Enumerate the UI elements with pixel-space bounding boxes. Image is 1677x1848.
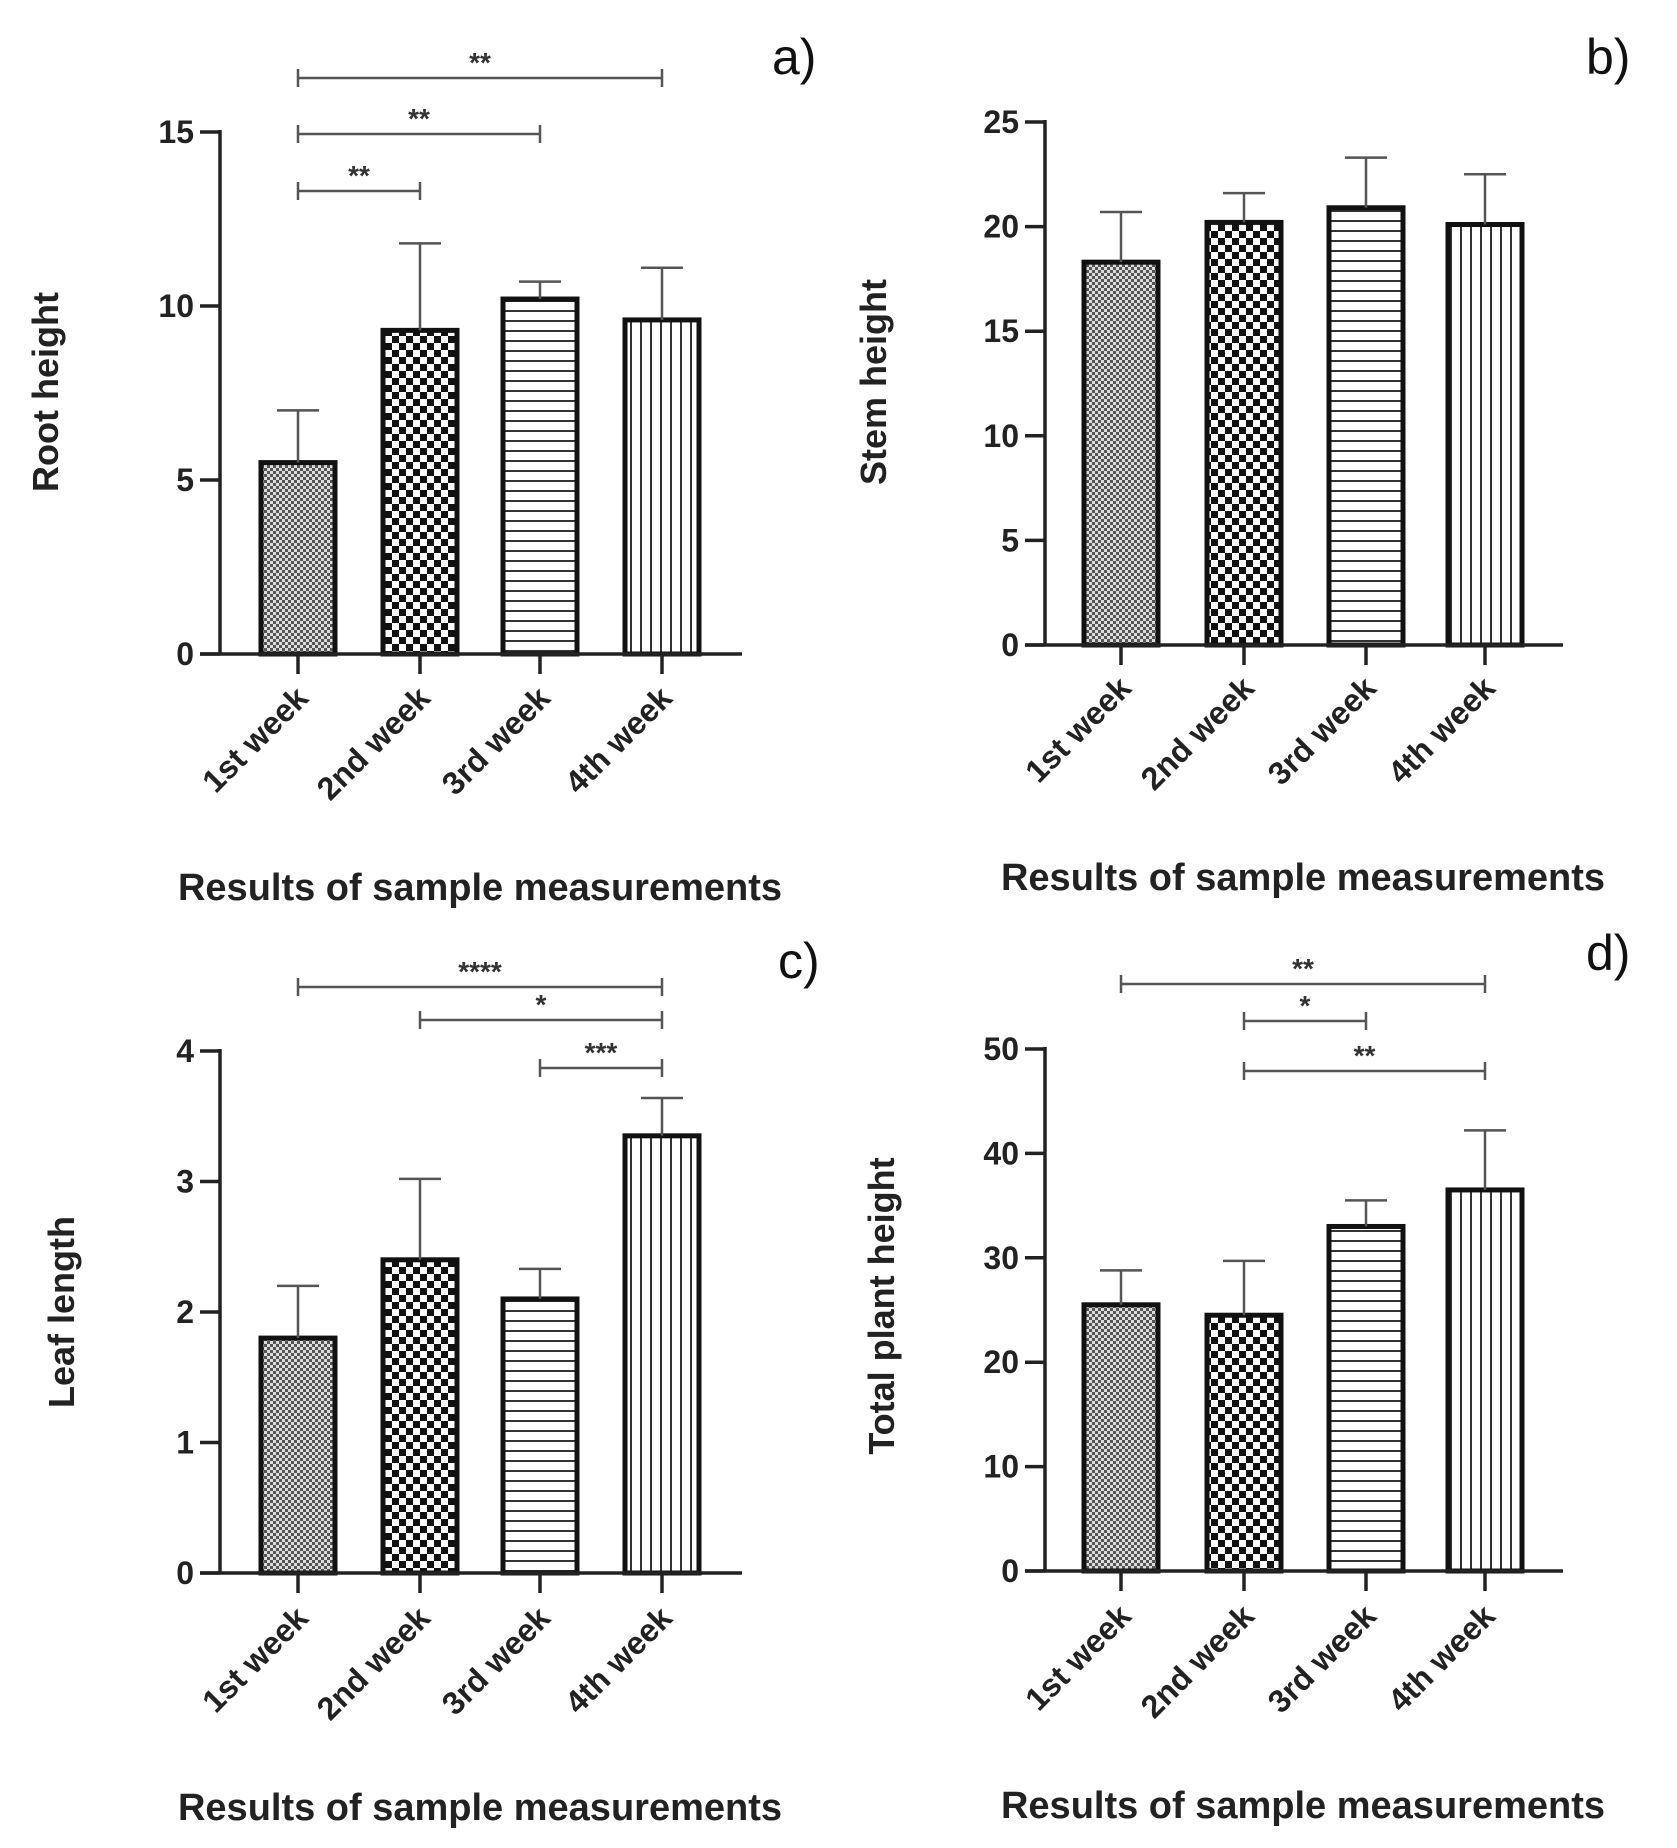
y-tick-label: 0: [1001, 1553, 1019, 1589]
bar-1: [1081, 259, 1161, 648]
bar-3: [1326, 1223, 1406, 1574]
x-tick-label: 4th week: [558, 679, 679, 800]
y-tick-label: 3: [176, 1164, 194, 1200]
x-axis-label: Results of sample measurements: [178, 1787, 782, 1829]
y-tick-label: 5: [176, 462, 194, 498]
significance-label: *: [536, 989, 547, 1020]
panel-label: c): [778, 933, 820, 989]
bar-3: [1326, 205, 1406, 648]
x-tick-label: 4th week: [1381, 669, 1502, 790]
bar-3: [500, 1296, 580, 1576]
bar-4: [1445, 1187, 1525, 1574]
bar-2: [380, 327, 460, 657]
y-tick-label: 0: [1001, 627, 1019, 663]
y-tick-label: 0: [176, 636, 194, 672]
significance-label: **: [408, 103, 430, 134]
x-tick-label: 4th week: [1381, 1597, 1502, 1718]
x-axis-label: Results of sample measurements: [1001, 1785, 1605, 1827]
bar-1: [258, 460, 338, 657]
bar-4: [622, 1133, 702, 1576]
y-tick-label: 25: [983, 104, 1019, 140]
bar-1: [258, 1335, 338, 1576]
bar-4: [1445, 222, 1525, 648]
significance-label: **: [469, 47, 491, 78]
y-tick-label: 20: [983, 1344, 1019, 1380]
y-tick-label: 15: [983, 313, 1019, 349]
y-tick-label: 10: [983, 1449, 1019, 1485]
y-tick-label: 5: [1001, 522, 1019, 558]
x-axis-label: Results of sample measurements: [178, 867, 782, 909]
panel-label: b): [1586, 29, 1630, 85]
y-tick-label: 30: [983, 1240, 1019, 1276]
panel-label: d): [1586, 925, 1630, 981]
y-tick-label: 40: [983, 1135, 1019, 1171]
significance-label: **: [348, 160, 370, 191]
y-tick-label: 0: [176, 1555, 194, 1591]
y-axis-label: Root height: [25, 292, 66, 492]
significance-label: ***: [585, 1037, 618, 1068]
y-tick-label: 50: [983, 1031, 1019, 1067]
bar-3: [500, 296, 580, 657]
x-axis-label: Results of sample measurements: [1001, 857, 1605, 899]
panel-label: a): [772, 29, 816, 85]
x-tick-label: 1st week: [195, 679, 315, 799]
significance-label: *: [1300, 990, 1311, 1021]
y-tick-label: 4: [176, 1033, 194, 1069]
y-tick-label: 10: [983, 418, 1019, 454]
y-tick-label: 15: [158, 114, 194, 150]
x-tick-label: 3rd week: [1261, 669, 1383, 791]
y-tick-label: 10: [158, 288, 194, 324]
significance-label: **: [1292, 953, 1314, 984]
x-tick-label: 3rd week: [1261, 1597, 1383, 1719]
y-tick-label: 1: [176, 1425, 194, 1461]
bar-1: [1081, 1302, 1161, 1574]
bar-2: [1204, 1312, 1284, 1574]
x-tick-label: 2nd week: [310, 1599, 437, 1726]
x-tick-label: 4th week: [558, 1599, 679, 1720]
x-tick-label: 3rd week: [435, 1599, 557, 1721]
y-axis-label: Leaf length: [41, 1216, 82, 1408]
significance-label: ****: [458, 956, 502, 987]
x-tick-label: 1st week: [1018, 1597, 1138, 1717]
x-tick-label: 2nd week: [310, 679, 437, 806]
bar-4: [622, 317, 702, 657]
x-tick-label: 3rd week: [435, 679, 557, 801]
y-tick-label: 2: [176, 1294, 194, 1330]
y-tick-label: 20: [983, 209, 1019, 245]
bar-2: [380, 1257, 460, 1576]
x-tick-label: 1st week: [1018, 669, 1138, 789]
y-axis-label: Stem height: [853, 279, 894, 485]
x-tick-label: 2nd week: [1134, 1597, 1261, 1724]
x-tick-label: 1st week: [195, 1599, 315, 1719]
bar-2: [1204, 219, 1284, 648]
y-axis-label: Total plant height: [861, 1157, 902, 1454]
x-tick-label: 2nd week: [1134, 669, 1261, 796]
significance-label: **: [1354, 1040, 1376, 1071]
